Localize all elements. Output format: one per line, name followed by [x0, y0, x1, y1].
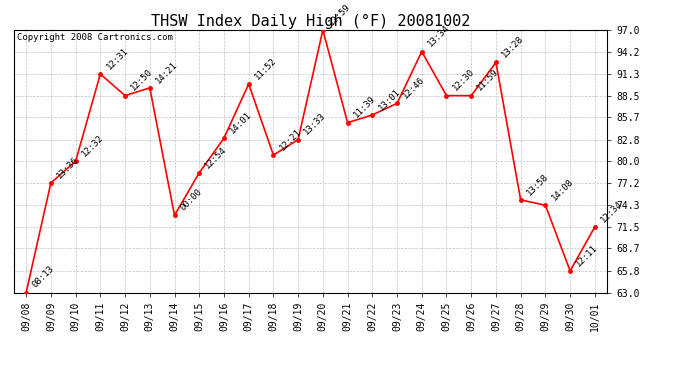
- Text: 11:59: 11:59: [475, 68, 501, 93]
- Text: 13:36: 13:36: [55, 155, 81, 180]
- Text: 08:13: 08:13: [30, 264, 56, 290]
- Text: 13:34: 13:34: [426, 24, 451, 49]
- Text: 12:31: 12:31: [104, 46, 130, 71]
- Text: 14:08: 14:08: [549, 177, 575, 203]
- Text: 00:00: 00:00: [179, 187, 204, 213]
- Text: 14:01: 14:01: [228, 110, 253, 135]
- Text: 11:52: 11:52: [253, 56, 278, 81]
- Title: THSW Index Daily High (°F) 20081002: THSW Index Daily High (°F) 20081002: [151, 14, 470, 29]
- Text: 12:46: 12:46: [401, 75, 426, 100]
- Text: 13:33: 13:33: [302, 111, 328, 137]
- Text: 12:30: 12:30: [451, 68, 476, 93]
- Text: 12:59: 12:59: [327, 2, 353, 27]
- Text: 13:58: 13:58: [525, 172, 550, 197]
- Text: 11:39: 11:39: [352, 94, 377, 120]
- Text: 12:11: 12:11: [574, 243, 600, 268]
- Text: Copyright 2008 Cartronics.com: Copyright 2008 Cartronics.com: [17, 33, 172, 42]
- Text: 13:01: 13:01: [377, 87, 402, 112]
- Text: 12:50: 12:50: [129, 68, 155, 93]
- Text: 12:32: 12:32: [80, 133, 105, 159]
- Text: 12:21: 12:21: [277, 127, 303, 152]
- Text: 12:54: 12:54: [204, 145, 229, 170]
- Text: 12:34: 12:34: [599, 199, 624, 224]
- Text: 14:21: 14:21: [154, 60, 179, 85]
- Text: 13:28: 13:28: [500, 34, 526, 60]
